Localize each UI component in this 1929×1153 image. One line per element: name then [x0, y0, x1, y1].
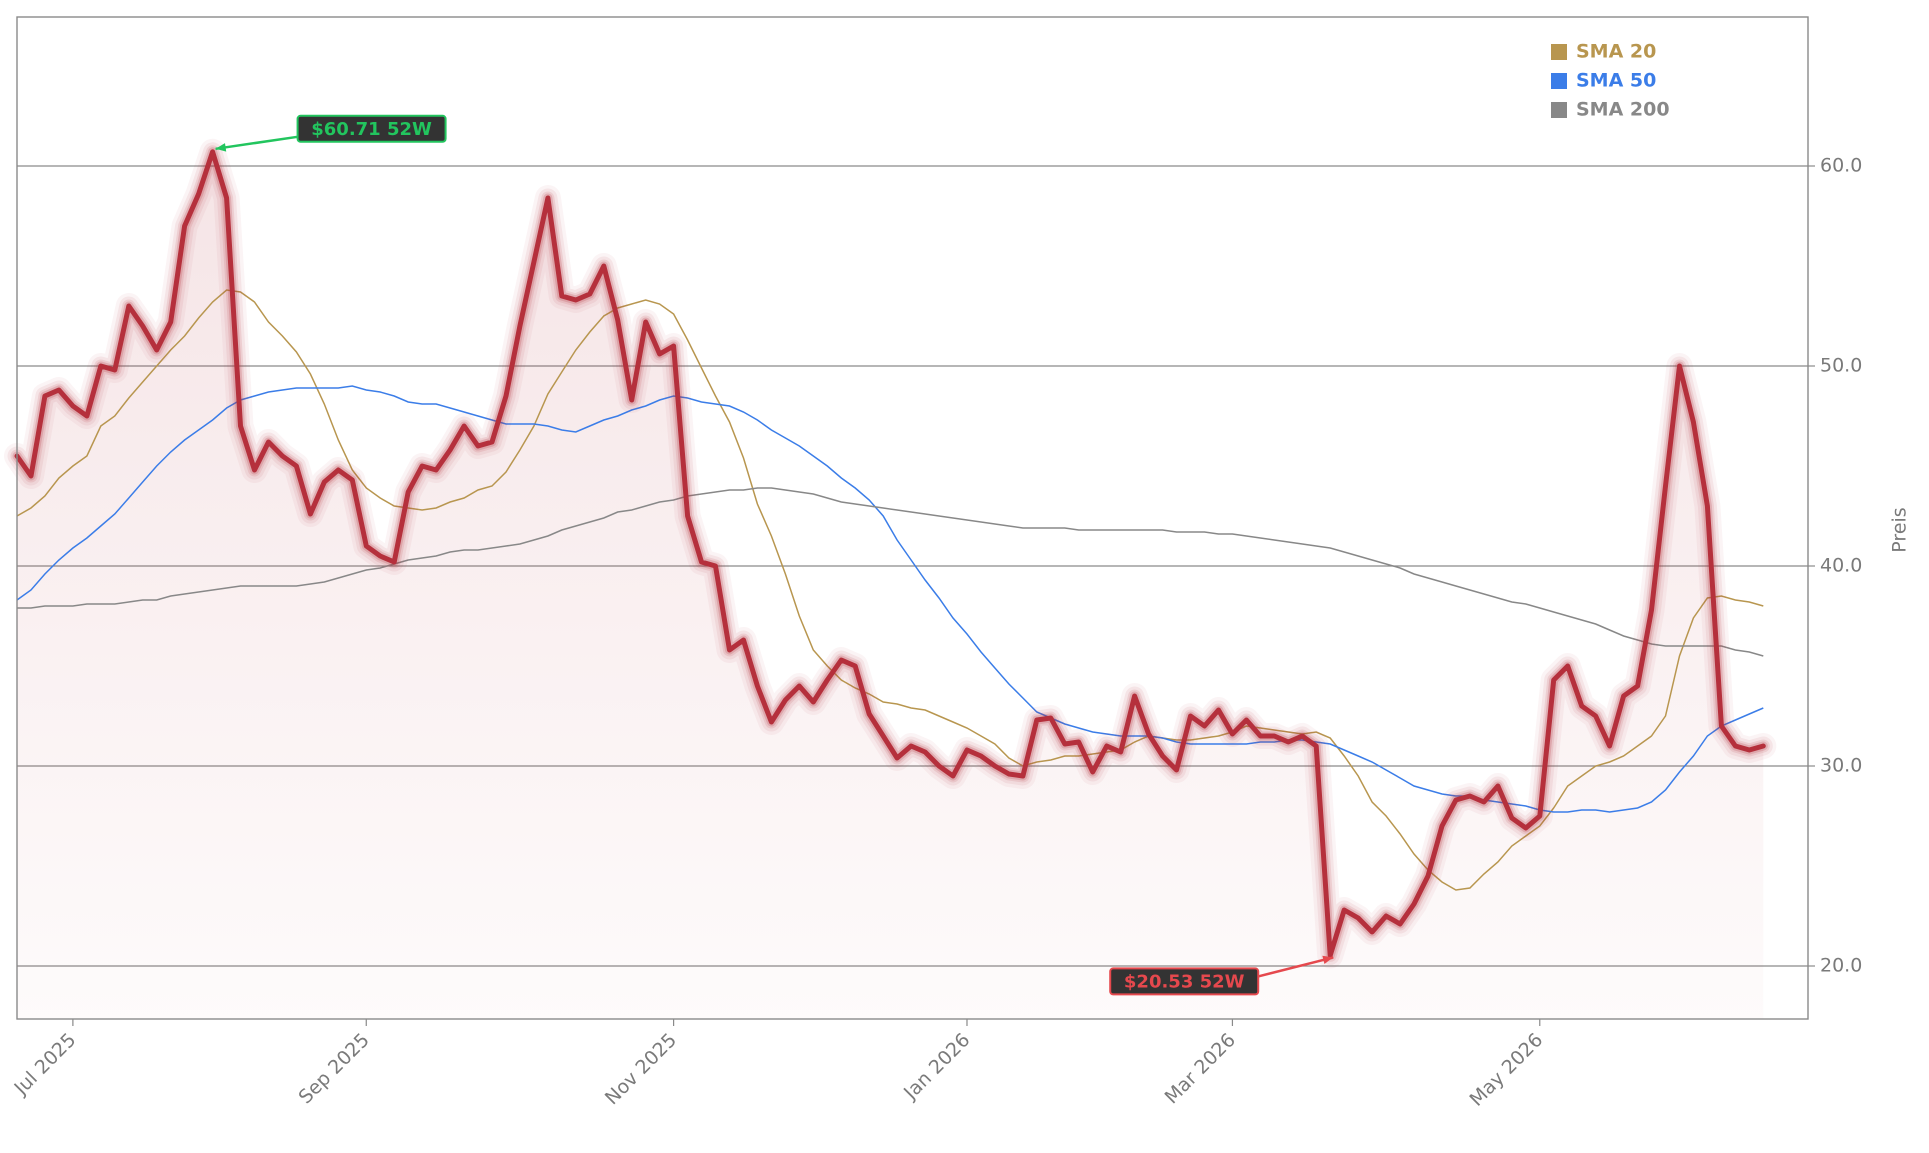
- y-tick-label: 50.0: [1820, 355, 1862, 377]
- sma-line: [17, 487, 1764, 657]
- y-tick-label: 20.0: [1820, 955, 1862, 977]
- annotation-box: [1109, 967, 1260, 996]
- x-tick-label: Jan 2026: [899, 1029, 974, 1104]
- legend-swatch: [1551, 44, 1567, 60]
- x-tick-label: May 2026: [1466, 1029, 1548, 1111]
- annotation-arrowhead: [215, 143, 227, 152]
- y-tick-label: 30.0: [1820, 755, 1862, 777]
- legend-text: SMA 20: [1576, 41, 1656, 63]
- annotation-arrowhead: [1322, 955, 1334, 965]
- x-tick-label: Mar 2026: [1161, 1029, 1240, 1108]
- y-tick-label: 60.0: [1820, 155, 1862, 177]
- legend-text: SMA 200: [1576, 99, 1670, 121]
- y-tick-label: 40.0: [1820, 555, 1862, 577]
- annotation-arrow: [215, 135, 298, 151]
- x-tick-label: Nov 2025: [601, 1029, 681, 1109]
- x-tick-label: Jul 2025: [9, 1029, 80, 1100]
- sma-line: [16, 289, 1764, 891]
- annotation-arrow: [1257, 956, 1334, 978]
- annotation-text: $20.53 52W: [1124, 971, 1245, 992]
- annotation-text: $60.71 52W: [311, 119, 432, 140]
- price-line: [14, 149, 1766, 958]
- legend-swatch: [1551, 102, 1567, 118]
- y-axis-label: Preis: [1889, 507, 1911, 552]
- plot-frame: [16, 16, 1809, 1020]
- annotation-box: [296, 114, 447, 143]
- x-tick-label: Sep 2025: [294, 1029, 373, 1108]
- legend-swatch: [1551, 73, 1567, 89]
- price-area: [17, 151, 1764, 1020]
- legend-text: SMA 50: [1576, 70, 1656, 92]
